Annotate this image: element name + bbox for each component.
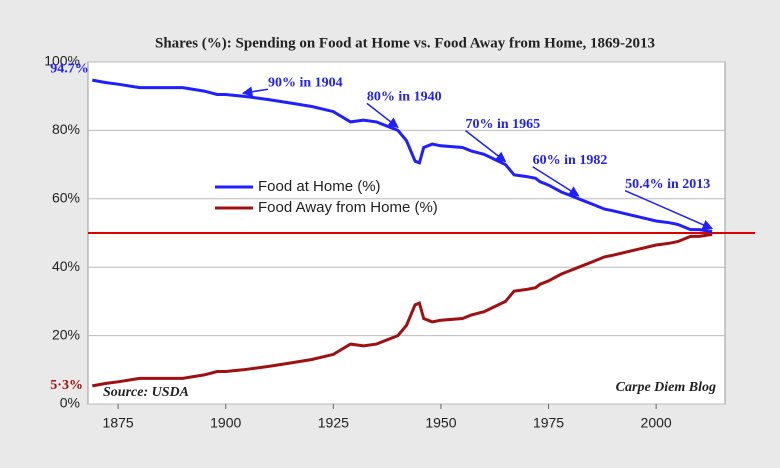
source: Source: USDA (103, 385, 189, 400)
annotation: 5·3% (50, 378, 83, 393)
annotation-arrow (465, 130, 507, 163)
x-tick-label: 1950 (425, 415, 456, 431)
x-tick-label: 1875 (103, 415, 134, 431)
legend-label: Food at Home (%) (258, 178, 381, 195)
credit: Carpe Diem Blog (616, 380, 716, 395)
x-tick-label: 2000 (641, 415, 672, 431)
y-tick-label: 80% (52, 121, 80, 137)
y-tick-label: 0% (60, 395, 80, 411)
annotation-arrow (624, 189, 714, 230)
y-tick-label: 60% (52, 190, 80, 206)
annotation-arrow (532, 166, 580, 197)
annotation-arrow (366, 102, 399, 129)
annotation: 94.7% (50, 61, 89, 76)
annotation: 60% in 1982 (533, 153, 608, 168)
chart-title: Shares (%): Spending on Food at Home vs.… (155, 35, 655, 51)
annotation-arrow (241, 86, 269, 97)
x-tick-label: 1925 (318, 415, 349, 431)
series-line (92, 232, 713, 388)
annotation: 80% in 1940 (367, 90, 442, 105)
x-tick-label: 1900 (210, 415, 241, 431)
x-tick-label: 1975 (533, 415, 564, 431)
y-tick-label: 20% (52, 326, 80, 342)
y-tick-label: 100% (44, 53, 80, 69)
annotation: 50.4% in 2013 (625, 177, 710, 192)
annotation: 70% in 1965 (465, 117, 540, 132)
annotation: 90% in 1904 (268, 75, 343, 90)
series-line (92, 78, 713, 234)
y-tick-label: 40% (52, 258, 80, 274)
legend-label: Food Away from Home (%) (258, 199, 438, 216)
